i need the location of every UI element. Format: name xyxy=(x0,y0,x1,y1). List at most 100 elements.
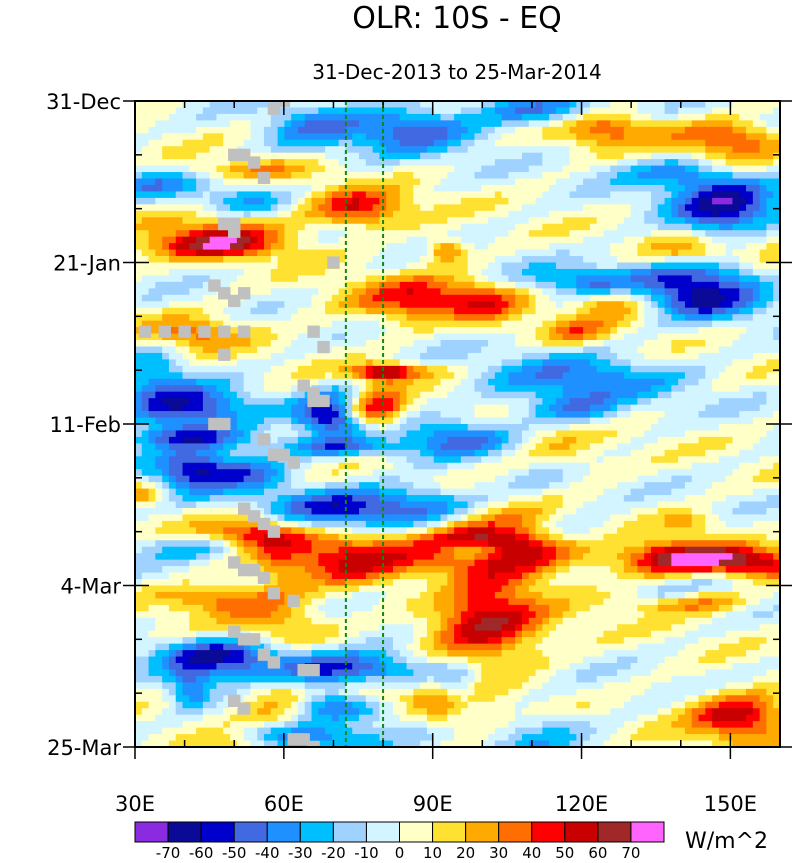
heatmap-cell xyxy=(352,327,360,335)
heatmap-cell xyxy=(610,281,618,289)
heatmap-cell xyxy=(297,146,306,154)
heatmap-cell xyxy=(257,256,265,264)
heatmap-cell xyxy=(413,268,421,277)
heatmap-cell xyxy=(542,262,550,270)
heatmap-cell xyxy=(236,281,245,289)
heatmap-cell xyxy=(318,101,326,109)
heatmap-cell xyxy=(406,411,414,419)
heatmap-cell xyxy=(589,365,598,373)
heatmap-cell xyxy=(331,424,340,432)
heatmap-cell xyxy=(175,359,184,367)
heatmap-cell xyxy=(338,275,347,283)
heatmap-cell xyxy=(528,268,537,277)
heatmap-cell xyxy=(555,126,564,134)
heatmap-cell xyxy=(555,411,564,419)
heatmap-cell xyxy=(617,107,625,115)
heatmap-cell xyxy=(413,404,421,412)
heatmap-cell xyxy=(250,411,258,419)
heatmap-cell xyxy=(413,365,421,373)
heatmap-cell xyxy=(243,210,252,218)
heatmap-cell xyxy=(549,404,557,412)
heatmap-cell xyxy=(637,391,645,399)
heatmap-cell xyxy=(610,172,618,180)
heatmap-cell xyxy=(264,365,272,373)
heatmap-cell xyxy=(304,320,313,328)
heatmap-cell xyxy=(576,107,584,115)
heatmap-cell xyxy=(413,436,421,444)
heatmap-cell xyxy=(691,217,700,225)
heatmap-cell xyxy=(651,333,659,341)
heatmap-cell xyxy=(372,411,381,419)
heatmap-cell xyxy=(549,333,557,341)
heatmap-cell xyxy=(216,159,224,167)
heatmap-cell xyxy=(135,378,143,386)
heatmap-cell xyxy=(739,391,747,399)
heatmap-cell xyxy=(664,307,672,315)
heatmap-cell xyxy=(712,197,720,205)
heatmap-cell xyxy=(773,120,780,128)
heatmap-cell xyxy=(555,294,564,302)
heatmap-cell xyxy=(331,249,340,257)
heatmap-cell xyxy=(426,365,435,373)
heatmap-cell xyxy=(664,404,672,412)
heatmap-cell xyxy=(691,320,700,328)
heatmap-cell xyxy=(657,281,666,289)
heatmap-cell xyxy=(589,184,598,193)
heatmap-cell xyxy=(718,159,727,167)
heatmap-cell xyxy=(393,327,401,335)
heatmap-cell xyxy=(426,210,435,218)
heatmap-cell xyxy=(698,113,706,121)
heatmap-cell xyxy=(155,249,163,257)
heatmap-cell xyxy=(338,404,347,412)
heatmap-cell xyxy=(141,210,150,218)
heatmap-cell xyxy=(596,217,605,225)
heatmap-cell xyxy=(474,230,482,238)
heatmap-cell xyxy=(386,320,394,328)
heatmap-cell xyxy=(576,236,584,244)
heatmap-cell xyxy=(542,243,550,251)
heatmap-cell xyxy=(651,243,659,251)
heatmap-cell xyxy=(623,256,632,264)
heatmap-cell xyxy=(318,165,326,173)
heatmap-cell xyxy=(372,139,381,147)
heatmap-cell xyxy=(732,230,740,238)
heatmap-cell xyxy=(277,256,285,264)
heatmap-cell xyxy=(155,223,163,231)
heatmap-cell xyxy=(359,197,367,205)
heatmap-cell xyxy=(691,359,700,367)
heatmap-cell xyxy=(488,340,496,348)
heatmap-cell xyxy=(141,133,150,141)
heatmap-cell xyxy=(454,146,462,154)
heatmap-cell xyxy=(264,223,272,231)
heatmap-cell xyxy=(698,230,706,238)
heatmap-cell xyxy=(583,424,591,432)
heatmap-cell xyxy=(182,294,190,302)
heatmap-cell xyxy=(467,359,476,367)
heatmap-cell xyxy=(603,120,611,128)
heatmap-cell xyxy=(189,436,197,444)
heatmap-cell xyxy=(359,294,367,302)
heatmap-cell xyxy=(766,385,774,393)
heatmap-cell xyxy=(189,385,197,393)
heatmap-cell xyxy=(759,152,768,160)
heatmap-cell xyxy=(542,430,550,438)
heatmap-cell xyxy=(725,249,734,257)
heatmap-cell xyxy=(250,417,258,425)
heatmap-cell xyxy=(596,424,605,432)
heatmap-cell xyxy=(773,191,780,199)
heatmap-cell xyxy=(155,391,163,399)
heatmap-cell xyxy=(691,301,700,309)
heatmap-cell xyxy=(488,178,496,186)
heatmap-cell xyxy=(522,307,530,315)
heatmap-cell xyxy=(623,288,632,296)
heatmap-cell xyxy=(569,133,577,141)
heatmap-cell xyxy=(291,372,299,380)
heatmap-cell xyxy=(454,210,462,218)
heatmap-cell xyxy=(549,352,557,360)
heatmap-cell xyxy=(522,191,530,199)
heatmap-cell xyxy=(488,126,496,134)
heatmap-cell xyxy=(576,159,584,167)
heatmap-cell xyxy=(338,294,347,302)
heatmap-cell xyxy=(223,230,231,238)
heatmap-cell xyxy=(372,210,381,218)
